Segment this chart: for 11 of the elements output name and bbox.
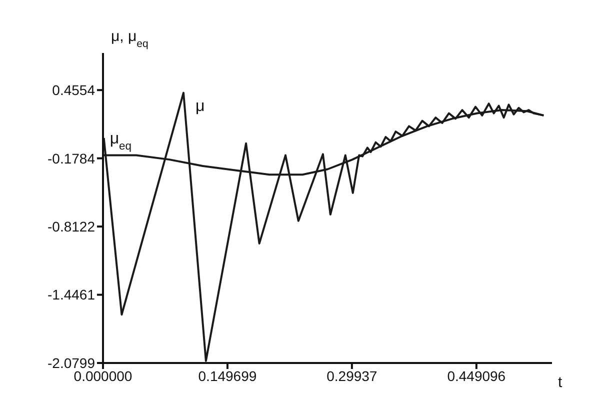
series-label: μ$_{eq}$ (110, 130, 132, 152)
x-axis-title: t (558, 374, 563, 391)
y-axis-title: μ, μ$_{eq}$ (111, 28, 148, 50)
x-tick-label: 0.29937 (326, 368, 378, 384)
y-tick-label: -0.1784 (48, 150, 96, 166)
x-tick-label: 0.449096 (447, 368, 506, 384)
series-label: μ (195, 98, 205, 115)
y-tick-label: 0.4554 (52, 82, 96, 98)
x-tick-label: 0.149699 (198, 368, 257, 384)
y-tick-label: -0.8122 (48, 218, 96, 235)
y-tick-label: -1.4461 (48, 286, 96, 303)
